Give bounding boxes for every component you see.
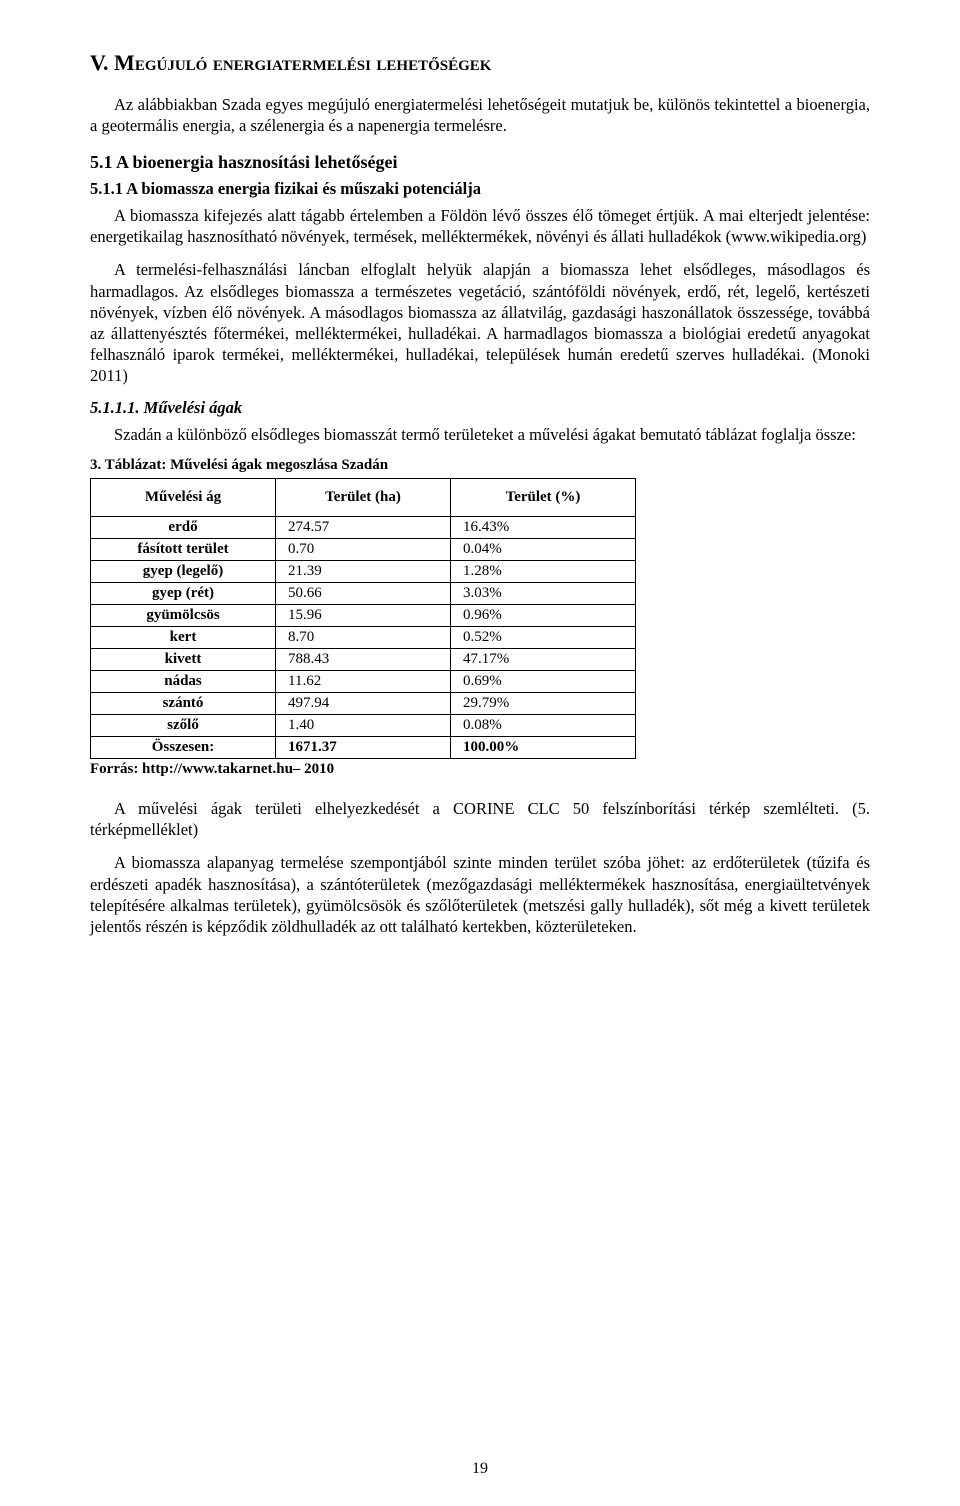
area-pct: 3.03%	[451, 583, 636, 605]
landuse-label: kert	[91, 627, 276, 649]
area-ha: 15.96	[276, 605, 451, 627]
page-number: 19	[0, 1460, 960, 1478]
area-ha: 21.39	[276, 561, 451, 583]
landuse-label: nádas	[91, 671, 276, 693]
table-row: kert8.700.52%	[91, 627, 636, 649]
table-caption: 3. Táblázat: Művelési ágak megoszlása Sz…	[90, 457, 870, 474]
heading-main: V. Megújuló energiatermelési lehetőségek	[90, 50, 870, 76]
total-area-ha: 1671.37	[276, 737, 451, 759]
table-row: kivett788.4347.17%	[91, 649, 636, 671]
paragraph-biomass-def: A biomassza kifejezés alatt tágabb értel…	[90, 205, 870, 247]
area-ha: 50.66	[276, 583, 451, 605]
table-total-row: Összesen:1671.37100.00%	[91, 737, 636, 759]
area-ha: 8.70	[276, 627, 451, 649]
landuse-label: szántó	[91, 693, 276, 715]
landuse-table: Művelési ág Terület (ha) Terület (%) erd…	[90, 478, 636, 759]
area-pct: 0.52%	[451, 627, 636, 649]
landuse-label: gyep (legelő)	[91, 561, 276, 583]
table-row: szőlő1.400.08%	[91, 715, 636, 737]
table-row: fásított terület0.700.04%	[91, 539, 636, 561]
total-label: Összesen:	[91, 737, 276, 759]
heading-5-1: 5.1 A bioenergia hasznosítási lehetősége…	[90, 152, 870, 173]
table-row: gyep (rét)50.663.03%	[91, 583, 636, 605]
col-header-landuse: Művelési ág	[91, 479, 276, 517]
area-pct: 1.28%	[451, 561, 636, 583]
table-row: szántó497.9429.79%	[91, 693, 636, 715]
table-header-row: Művelési ág Terület (ha) Terület (%)	[91, 479, 636, 517]
area-ha: 1.40	[276, 715, 451, 737]
area-pct: 0.08%	[451, 715, 636, 737]
col-header-area-ha: Terület (ha)	[276, 479, 451, 517]
area-pct: 29.79%	[451, 693, 636, 715]
area-ha: 274.57	[276, 517, 451, 539]
area-ha: 788.43	[276, 649, 451, 671]
table-source: Forrás: http://www.takarnet.hu– 2010	[90, 761, 870, 778]
table-row: nádas11.620.69%	[91, 671, 636, 693]
paragraph-landuse-intro: Szadán a különböző elsődleges biomasszát…	[90, 424, 870, 445]
paragraph-biomass-chain: A termelési-felhasználási láncban elfogl…	[90, 259, 870, 386]
area-pct: 0.69%	[451, 671, 636, 693]
document-page: V. Megújuló energiatermelési lehetőségek…	[0, 0, 960, 1506]
landuse-label: gyep (rét)	[91, 583, 276, 605]
heading-5-1-1: 5.1.1 A biomassza energia fizikai és műs…	[90, 179, 870, 199]
landuse-label: fásított terület	[91, 539, 276, 561]
area-pct: 0.04%	[451, 539, 636, 561]
area-ha: 0.70	[276, 539, 451, 561]
landuse-label: gyümölcsös	[91, 605, 276, 627]
area-pct: 16.43%	[451, 517, 636, 539]
table-row: gyep (legelő)21.391.28%	[91, 561, 636, 583]
area-pct: 0.96%	[451, 605, 636, 627]
area-ha: 497.94	[276, 693, 451, 715]
col-header-area-pct: Terület (%)	[451, 479, 636, 517]
paragraph-corine: A művelési ágak területi elhelyezkedését…	[90, 798, 870, 840]
total-area-pct: 100.00%	[451, 737, 636, 759]
paragraph-intro: Az alábbiakban Szada egyes megújuló ener…	[90, 94, 870, 136]
heading-5-1-1-1: 5.1.1.1. Művelési ágak	[90, 398, 870, 418]
landuse-label: erdő	[91, 517, 276, 539]
landuse-label: szőlő	[91, 715, 276, 737]
paragraph-biomass-areas: A biomassza alapanyag termelése szempont…	[90, 852, 870, 936]
area-ha: 11.62	[276, 671, 451, 693]
table-row: erdő274.5716.43%	[91, 517, 636, 539]
area-pct: 47.17%	[451, 649, 636, 671]
table-row: gyümölcsös15.960.96%	[91, 605, 636, 627]
landuse-label: kivett	[91, 649, 276, 671]
